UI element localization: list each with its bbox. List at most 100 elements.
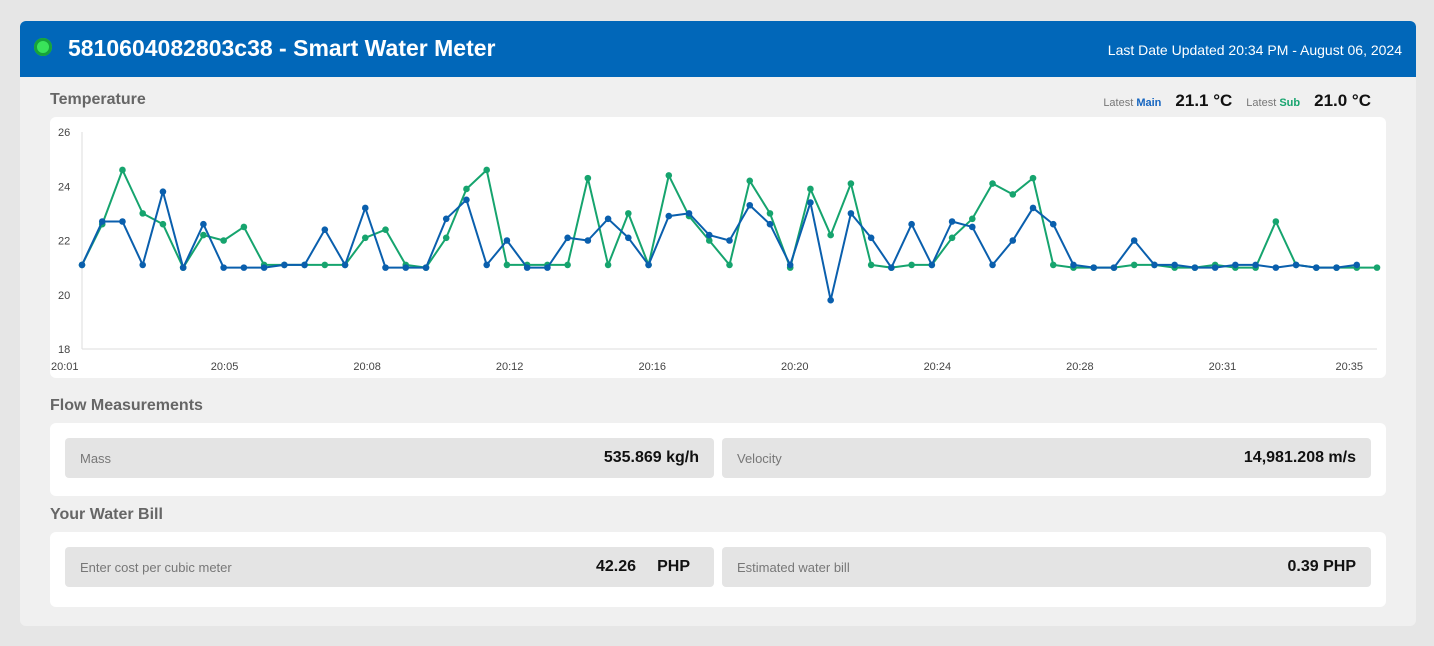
data-point-sub <box>1009 191 1017 198</box>
cost-per-cubic-meter-input[interactable] <box>516 553 636 581</box>
x-tick-label: 20:05 <box>211 361 239 373</box>
last-updated-text: Last Date Updated 20:34 PM - August 06, … <box>1107 42 1402 58</box>
sub-legend-label: Sub <box>1279 97 1301 109</box>
data-point-main <box>78 261 86 269</box>
data-point-main <box>281 261 288 269</box>
data-point-main <box>1272 264 1280 271</box>
latest-label: Latest <box>1103 97 1134 109</box>
data-point-sub <box>1029 174 1037 182</box>
data-point-main <box>867 234 875 242</box>
latest-sub-prefix: Latest Sub <box>1246 97 1300 109</box>
data-point-main <box>908 220 915 228</box>
data-point-main <box>179 264 187 271</box>
latest-main-value: 21.1 °C <box>1175 91 1233 110</box>
latest-readings: Latest Main 21.1 °C Latest Sub 21.0 °C <box>1103 91 1371 111</box>
y-tick-label: 20 <box>58 290 70 302</box>
latest-label: Latest <box>1246 97 1277 109</box>
x-tick-label: 20:24 <box>924 361 952 373</box>
x-tick-label: 20:20 <box>781 361 809 373</box>
data-point-sub <box>705 237 713 244</box>
data-point-main <box>1353 261 1361 269</box>
data-point-main <box>948 218 956 225</box>
data-point-sub <box>321 261 329 269</box>
data-point-sub <box>726 261 733 269</box>
velocity-label: Velocity <box>737 451 782 466</box>
data-point-main <box>1171 261 1178 269</box>
bill-section-title: Your Water Bill <box>50 506 163 523</box>
temperature-chart: 18 20 22 24 26 20:01 20:05 20:08 20:12 20:16 20:20… <box>51 127 1381 373</box>
mass-field: Mass 535.869 kg/h <box>65 438 714 478</box>
data-point-main <box>584 237 592 244</box>
data-point-main <box>1312 264 1320 271</box>
data-point-main <box>989 261 996 269</box>
data-point-main <box>1292 261 1300 269</box>
card-header: 5810604082803c38 - Smart Water Meter Las… <box>20 21 1416 77</box>
data-point-sub <box>807 185 814 193</box>
data-point-sub <box>1049 261 1057 269</box>
data-point-sub <box>867 261 875 269</box>
y-tick-label: 24 <box>58 181 70 193</box>
status-indicator <box>34 38 52 56</box>
data-point-main <box>1333 264 1340 271</box>
data-point-sub <box>847 180 855 187</box>
y-tick-label: 26 <box>58 127 70 139</box>
series-line-sub <box>81 168 1377 269</box>
temperature-section-title: Temperature <box>50 91 146 108</box>
x-tick-label: 20:08 <box>353 361 381 373</box>
mass-value: 535.869 kg/h <box>603 449 699 466</box>
x-tick-label: 20:31 <box>1209 361 1237 373</box>
bill-panel: Enter cost per cubic meter PHP Estimated… <box>50 532 1386 607</box>
data-point-sub <box>604 261 612 269</box>
data-point-sub <box>625 210 632 217</box>
y-tick-label: 18 <box>58 344 70 356</box>
data-point-sub <box>159 220 167 228</box>
data-point-main <box>1130 237 1138 244</box>
data-point-main <box>888 264 895 271</box>
latest-sub-value: 21.0 °C <box>1314 91 1371 110</box>
estimate-label: Estimated water bill <box>737 560 850 575</box>
data-point-main <box>260 264 268 271</box>
data-point-main <box>665 212 673 220</box>
data-point-sub <box>200 231 207 239</box>
latest-main-prefix: Latest Main <box>1103 97 1161 109</box>
meter-card: 5810604082803c38 - Smart Water Meter Las… <box>20 21 1416 626</box>
data-point-main <box>1151 261 1158 269</box>
y-tick-label: 22 <box>58 236 70 248</box>
data-point-main <box>969 223 976 231</box>
data-point-sub <box>240 223 248 231</box>
data-point-main <box>483 261 490 269</box>
data-point-sub <box>483 166 490 174</box>
data-point-main <box>1211 264 1219 271</box>
data-point-sub <box>1373 264 1381 271</box>
data-point-main <box>544 264 551 271</box>
data-point-main <box>564 234 571 242</box>
data-point-main <box>503 237 511 244</box>
data-point-main <box>746 201 754 209</box>
cost-unit: PHP <box>657 558 690 575</box>
data-point-sub <box>503 261 511 269</box>
velocity-value: 14,981.208 m/s <box>1243 449 1356 466</box>
data-point-sub <box>119 166 126 174</box>
data-point-sub <box>908 261 915 269</box>
data-point-main <box>523 264 531 271</box>
series-line-main <box>81 190 1357 302</box>
data-point-main <box>1110 264 1118 271</box>
data-point-sub <box>442 234 450 242</box>
estimate-field: Estimated water bill 0.39 PHP <box>722 547 1371 587</box>
data-point-main <box>159 188 167 195</box>
data-point-main <box>240 264 248 271</box>
data-point-main <box>1049 220 1057 228</box>
data-point-main <box>807 199 814 206</box>
data-point-main <box>321 226 329 233</box>
data-point-main <box>422 264 430 271</box>
data-point-sub <box>948 234 956 242</box>
data-point-main <box>139 261 147 269</box>
data-point-sub <box>1130 261 1138 269</box>
data-point-main <box>361 204 369 212</box>
data-point-sub <box>989 180 996 187</box>
data-point-main <box>402 264 410 271</box>
data-point-sub <box>564 261 571 269</box>
data-point-sub <box>139 210 147 217</box>
flow-section-title: Flow Measurements <box>50 397 203 414</box>
flow-panel: Mass 535.869 kg/h Velocity 14,981.208 m/… <box>50 423 1386 496</box>
